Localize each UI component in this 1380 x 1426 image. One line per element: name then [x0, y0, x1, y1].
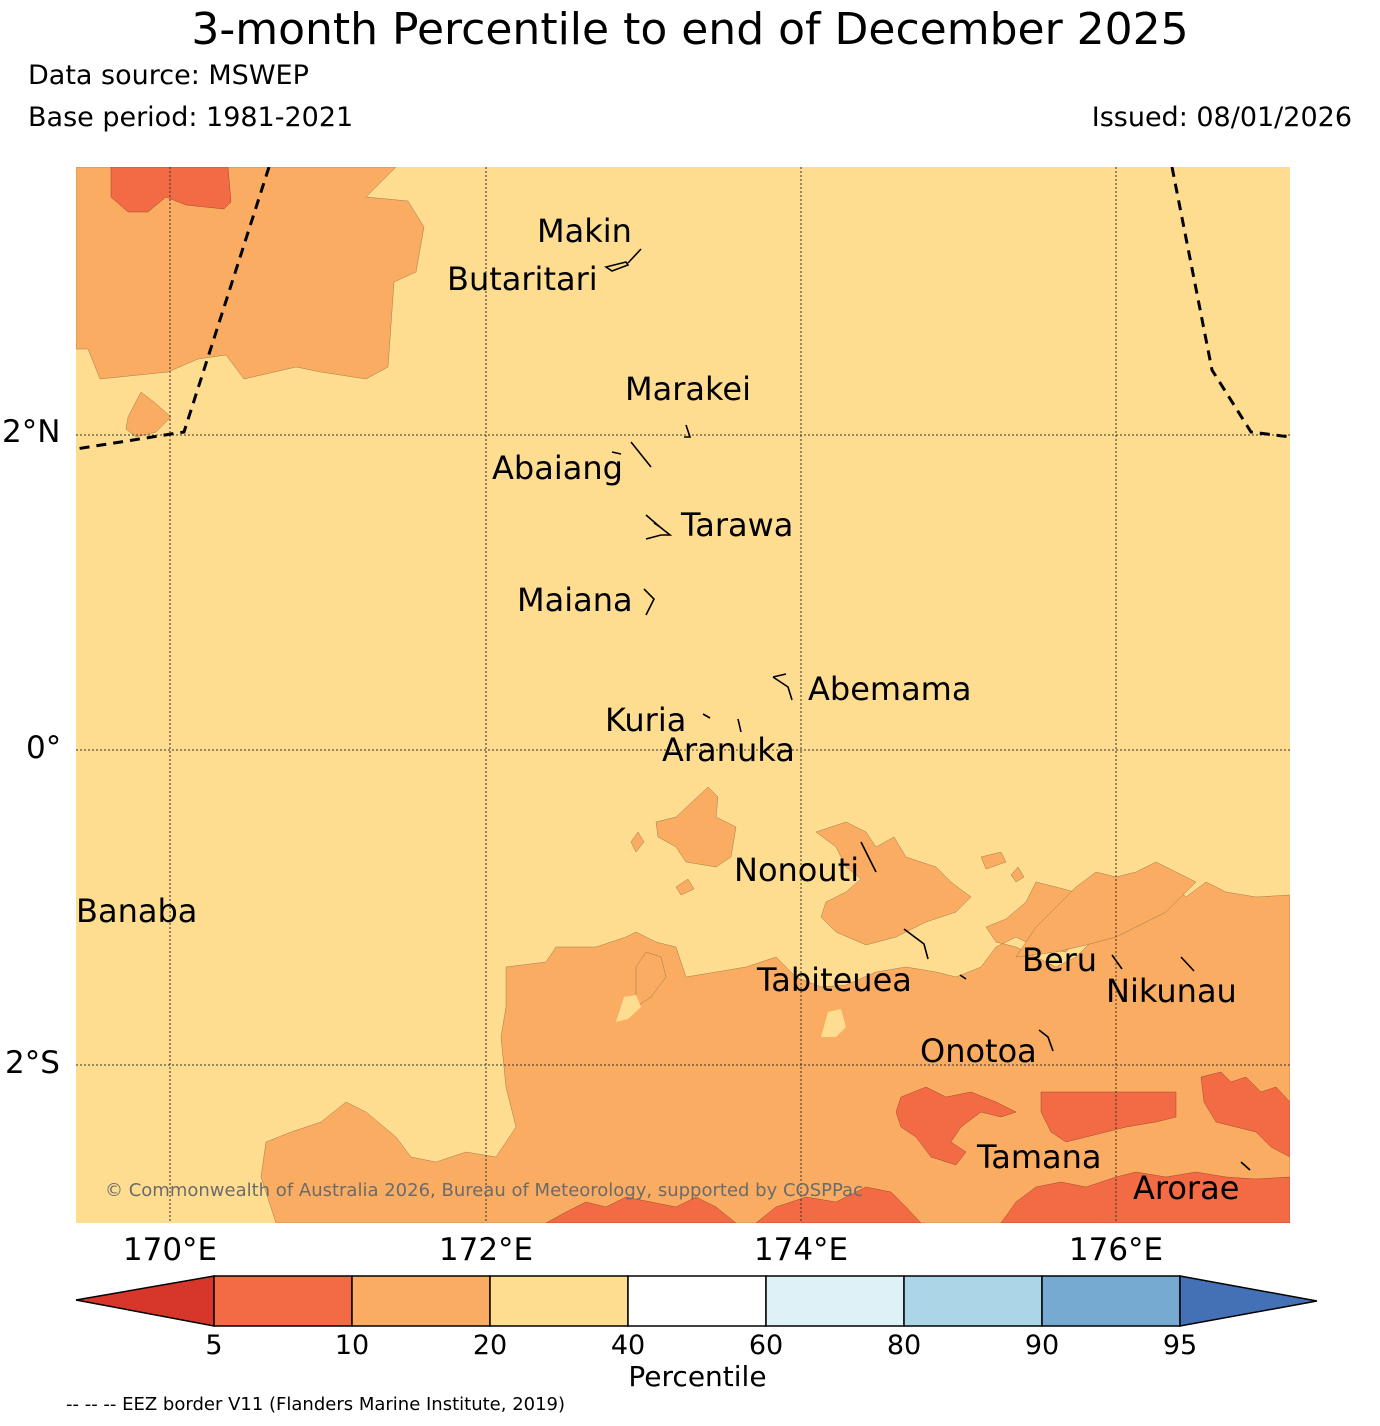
island-nonouti-outline: [860, 841, 877, 873]
hole-south-2: [821, 1009, 846, 1037]
island-arorae-outline: [1240, 1161, 1251, 1171]
hole-south-1: [616, 995, 641, 1022]
eez-border-west: [76, 167, 271, 451]
lon-label-174e: 174°E: [753, 1232, 849, 1268]
percentile-map[interactable]: Makin Butaritari Marakei Abaiang Tarawa …: [76, 167, 1290, 1223]
island-maiana-outline: [643, 588, 655, 616]
island-label-beru: Beru: [1022, 941, 1098, 979]
region-nonouti: [815, 821, 972, 946]
region-southeast-red-3: [1200, 1071, 1290, 1158]
island-label-banaba: Banaba: [76, 892, 198, 930]
lat-label-2n: 2°N: [2, 414, 61, 450]
island-label-maiana: Maiana: [517, 581, 633, 619]
copyright-notice: © Commonwealth of Australia 2026, Bureau…: [105, 1180, 863, 1201]
region-center-blob: [655, 786, 737, 868]
colorbar-tick-60: 60: [748, 1330, 784, 1361]
island-nikunau-outline: [1180, 956, 1195, 972]
region-west-islet: [125, 391, 172, 438]
region-north-red: [110, 167, 232, 213]
colorbar-tick-10: 10: [334, 1330, 370, 1361]
lon-label-170e: 170°E: [122, 1232, 218, 1268]
island-kuria-outline: [702, 713, 711, 719]
map-title: 3-month Percentile to end of December 20…: [191, 4, 1189, 55]
holes-20-40: [616, 995, 846, 1037]
region-east-lobe: [1015, 861, 1197, 958]
island-outlines: [604, 248, 1251, 1171]
region-bottom-red: [545, 1196, 737, 1223]
region-northwest: [76, 167, 425, 380]
island-label-arorae: Arorae: [1133, 1169, 1240, 1207]
colorbar-10-20: [351, 1275, 491, 1327]
island-label-nonouti: Nonouti: [734, 851, 860, 889]
region-southeast-red-1: [895, 1086, 1017, 1166]
region-bottom-red-2: [755, 1186, 922, 1223]
colorbar-tick-5: 5: [205, 1330, 223, 1361]
island-label-tarawa: Tarawa: [681, 506, 794, 544]
map-canvas: [76, 167, 1290, 1223]
island-aranuka-outline: [737, 718, 742, 733]
graticule: [76, 167, 1290, 1223]
colorbar-60-80: [765, 1275, 905, 1327]
colorbar-80-90: [903, 1275, 1043, 1327]
island-tabiteuea-outline: [903, 928, 967, 980]
region-south-main: [260, 881, 1290, 1223]
region-southeast-red-2: [1040, 1091, 1177, 1143]
lon-label-176e: 176°E: [1068, 1232, 1164, 1268]
colorbar-below-5: [75, 1275, 215, 1327]
issued-date-label: Issued: 08/01/2026: [1091, 102, 1352, 133]
island-butaritari-outline: [604, 248, 642, 272]
eez-borders: [76, 167, 1290, 451]
island-label-nikunau: Nikunau: [1106, 972, 1237, 1010]
lat-label-0: 0°: [26, 730, 62, 766]
eez-border-east: [1170, 167, 1290, 439]
lat-label-2s: 2°S: [5, 1045, 60, 1081]
region-east-islet: [980, 851, 1007, 870]
island-onotoa-outline: [1038, 1029, 1054, 1052]
island-label-tamana: Tamana: [977, 1138, 1102, 1176]
island-tarawa-outline: [645, 514, 673, 540]
colorbar-tick-95: 95: [1162, 1330, 1198, 1361]
island-label-tabiteuea: Tabiteuea: [757, 961, 912, 999]
island-label-aranuka: Aranuka: [662, 731, 795, 769]
region-bottom-red-3: [1000, 1171, 1290, 1223]
lon-label-172e: 172°E: [438, 1232, 534, 1268]
percentile-10-20-regions: [76, 167, 1290, 1223]
island-beru-outline: [1111, 954, 1123, 970]
colorbar-title: Percentile: [628, 1360, 767, 1393]
colorbar-20-40: [489, 1275, 629, 1327]
island-label-abemama: Abemama: [808, 670, 972, 708]
percentile-5-10-regions: [110, 167, 1290, 1223]
colorbar-tick-20: 20: [472, 1330, 508, 1361]
colorbar-5-10: [213, 1275, 353, 1327]
colorbar-above-95: [1179, 1275, 1318, 1327]
colorbar-90-95: [1041, 1275, 1181, 1327]
island-abemama-outline: [772, 673, 793, 701]
region-center-small: [675, 878, 695, 896]
colorbar-40-60: [627, 1275, 767, 1327]
island-label-makin: Makin: [537, 212, 632, 250]
data-source-label: Data source: MSWEP: [28, 60, 309, 91]
colorbar-tick-80: 80: [886, 1330, 922, 1361]
island-label-onotoa: Onotoa: [920, 1032, 1037, 1070]
island-label-marakei: Marakei: [625, 370, 751, 408]
base-period-label: Base period: 1981-2021: [28, 102, 354, 133]
region-center-dot: [630, 831, 645, 853]
eez-footnote: -- -- -- EEZ border V11 (Flanders Marine…: [66, 1394, 566, 1415]
island-label-butaritari: Butaritari: [447, 260, 598, 298]
island-label-abaiang: Abaiang: [492, 449, 623, 487]
colorbar-tick-40: 40: [610, 1330, 646, 1361]
island-label-kuria: Kuria: [605, 701, 687, 739]
colorbar: [75, 1275, 1318, 1327]
region-east-dot: [1010, 866, 1025, 883]
island-marakei-outline: [684, 424, 692, 438]
colorbar-tick-90: 90: [1024, 1330, 1060, 1361]
island-abaiang-outline: [611, 441, 652, 468]
